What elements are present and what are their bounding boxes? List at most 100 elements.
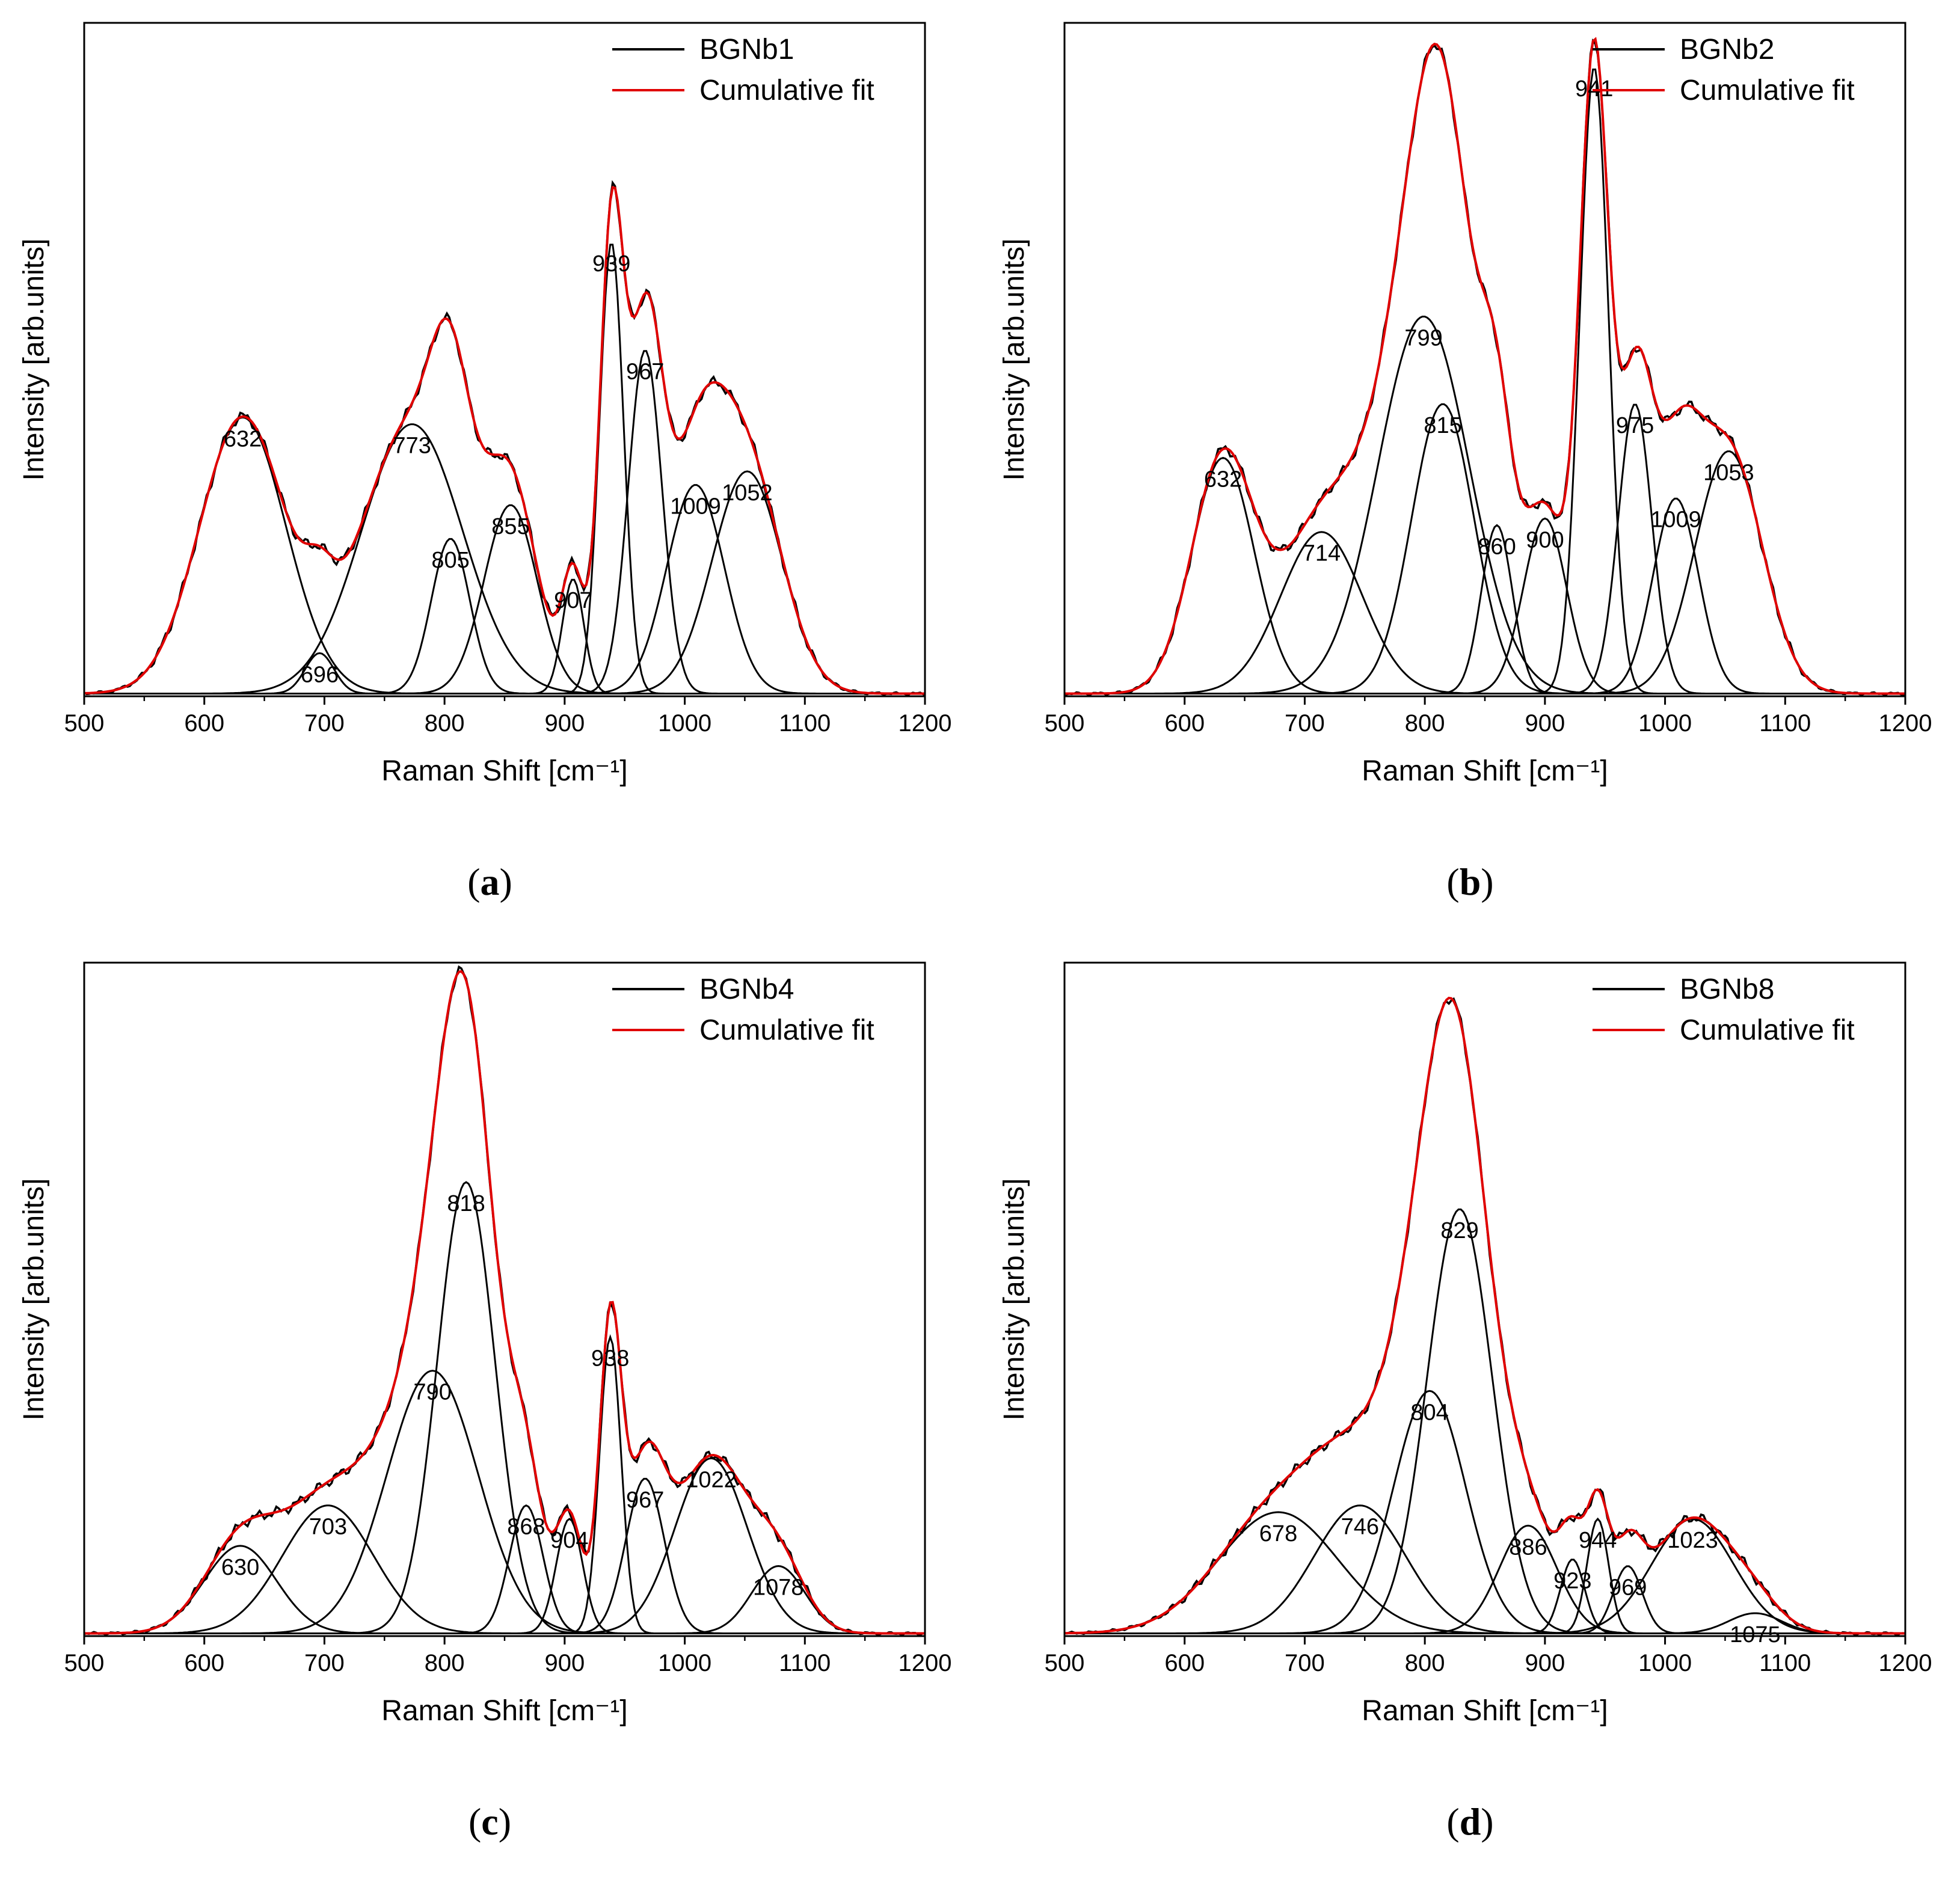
x-tick-label: 1100 [1759, 710, 1811, 737]
x-tick-label: 1200 [899, 1650, 952, 1676]
peak-label-900: 900 [1526, 527, 1564, 553]
cumulative-fit-line [1064, 996, 1905, 1635]
peak-label-1052: 1052 [722, 480, 773, 506]
x-tick-label: 1100 [779, 1650, 831, 1676]
peak-label-804: 804 [1410, 1400, 1448, 1425]
component-peak-886 [1064, 1524, 1905, 1634]
legend-entry-0: BGNb2 [1680, 34, 1774, 66]
x-tick-label: 800 [425, 710, 465, 737]
plot-frame [1063, 961, 1906, 1637]
peak-label-815: 815 [1424, 413, 1461, 438]
x-axis-label: Raman Shift [cm⁻¹] [1362, 755, 1608, 787]
x-tick-label: 1000 [658, 710, 711, 737]
y-axis-label: Intensity [arb.units] [998, 239, 1030, 481]
peak-label-1009: 1009 [670, 494, 721, 519]
x-tick-label: 700 [1285, 710, 1325, 737]
chart-panel-b: 632 714 799 815 860 900 941 975 1009 1053 500 600 70… [980, 0, 1960, 939]
peak-label-790: 790 [413, 1380, 451, 1405]
component-peak-829 [1064, 1208, 1905, 1634]
peak-label-1022: 1022 [686, 1467, 737, 1492]
peak-label-829: 829 [1440, 1218, 1478, 1243]
legend-entry-0: BGNb8 [1680, 973, 1774, 1005]
peak-label-967: 967 [626, 359, 664, 384]
plot-frame [83, 22, 926, 697]
peak-label-805: 805 [431, 548, 469, 573]
peak-label-938: 938 [591, 1346, 629, 1372]
x-tick-label: 500 [64, 1650, 105, 1676]
peak-label-860: 860 [1478, 535, 1516, 560]
x-tick-label: 500 [1045, 1650, 1085, 1676]
peak-label-678: 678 [1259, 1521, 1297, 1546]
peak-label-632: 632 [1204, 467, 1242, 492]
sample-spectrum-line [84, 965, 925, 1636]
component-peak-941 [1064, 69, 1905, 694]
plot-frame [83, 961, 926, 1637]
x-tick-label: 600 [1164, 1650, 1205, 1676]
component-peak-696 [84, 652, 925, 694]
peak-label-868: 868 [507, 1515, 545, 1540]
plot-frame [1063, 22, 1906, 697]
legend-entry-1: Cumulative fit [699, 1014, 874, 1046]
peak-label-967: 967 [626, 1488, 664, 1513]
x-tick-label: 600 [1164, 710, 1205, 737]
x-axis-label: Raman Shift [cm⁻¹] [381, 755, 627, 787]
peak-label-703: 703 [309, 1515, 347, 1540]
peak-label-1075: 1075 [1730, 1622, 1781, 1648]
component-peak-773 [84, 423, 925, 694]
component-peak-939 [84, 244, 925, 694]
peak-label-1023: 1023 [1667, 1528, 1718, 1553]
peak-label-773: 773 [393, 434, 431, 459]
x-tick-label: 900 [1525, 1650, 1565, 1676]
component-peak-632 [84, 416, 925, 694]
x-tick-label: 800 [425, 1650, 465, 1676]
component-peak-746 [1064, 1504, 1905, 1634]
peak-label-799: 799 [1404, 325, 1442, 351]
chart-panel-c: 630 703 790 818 868 904 938 967 1022 1078 500 600 70… [0, 940, 980, 1879]
peak-label-1009: 1009 [1650, 507, 1701, 533]
peak-label-1053: 1053 [1703, 460, 1754, 485]
x-tick-label: 500 [64, 710, 105, 737]
peak-label-944: 944 [1579, 1528, 1617, 1553]
subfigure-label: (c) [468, 1800, 512, 1843]
sample-spectrum-line [1064, 38, 1905, 696]
component-peak-1052 [84, 470, 925, 694]
legend-entry-0: BGNb1 [699, 34, 794, 66]
peak-label-939: 939 [592, 251, 630, 277]
peak-label-696: 696 [301, 662, 339, 687]
legend-entry-1: Cumulative fit [699, 75, 874, 106]
x-tick-label: 900 [1525, 710, 1565, 737]
peak-label-630: 630 [221, 1555, 259, 1580]
x-tick-label: 1200 [1879, 1650, 1932, 1676]
x-tick-label: 1000 [1638, 710, 1692, 737]
peak-label-1078: 1078 [753, 1575, 804, 1601]
component-peak-703 [84, 1504, 925, 1634]
peak-label-907: 907 [554, 588, 592, 613]
chart-panel-a: 632 696 773 805 855 907 939 967 1009 1052 500 600 70… [0, 0, 980, 939]
peak-label-818: 818 [447, 1191, 485, 1216]
component-peak-1075 [1064, 1612, 1905, 1634]
x-tick-label: 1100 [779, 710, 831, 737]
x-tick-label: 500 [1045, 710, 1085, 737]
y-axis-label: Intensity [arb.units] [998, 1179, 1030, 1421]
x-axis-label: Raman Shift [cm⁻¹] [1362, 1695, 1608, 1727]
component-peak-944 [1064, 1517, 1905, 1634]
peak-label-923: 923 [1553, 1568, 1591, 1593]
y-axis-label: Intensity [arb.units] [18, 1179, 50, 1421]
cumulative-fit-line [84, 186, 925, 695]
peak-label-855: 855 [491, 514, 529, 539]
cumulative-fit-line [1064, 37, 1905, 695]
peak-label-975: 975 [1616, 413, 1654, 438]
chart-panel-d: 678 746 804 829 886 923 944 969 1023 1075 500 600 70… [980, 940, 1960, 1879]
component-peak-678 [1064, 1511, 1905, 1634]
peak-label-941: 941 [1575, 76, 1613, 102]
x-tick-label: 800 [1405, 710, 1445, 737]
component-peak-799 [1064, 316, 1905, 694]
peak-label-904: 904 [550, 1528, 588, 1553]
x-tick-label: 700 [304, 1650, 345, 1676]
x-tick-label: 700 [1285, 1650, 1325, 1676]
legend-entry-1: Cumulative fit [1680, 75, 1855, 106]
y-axis-label: Intensity [arb.units] [18, 239, 50, 481]
x-axis-label: Raman Shift [cm⁻¹] [381, 1695, 627, 1727]
